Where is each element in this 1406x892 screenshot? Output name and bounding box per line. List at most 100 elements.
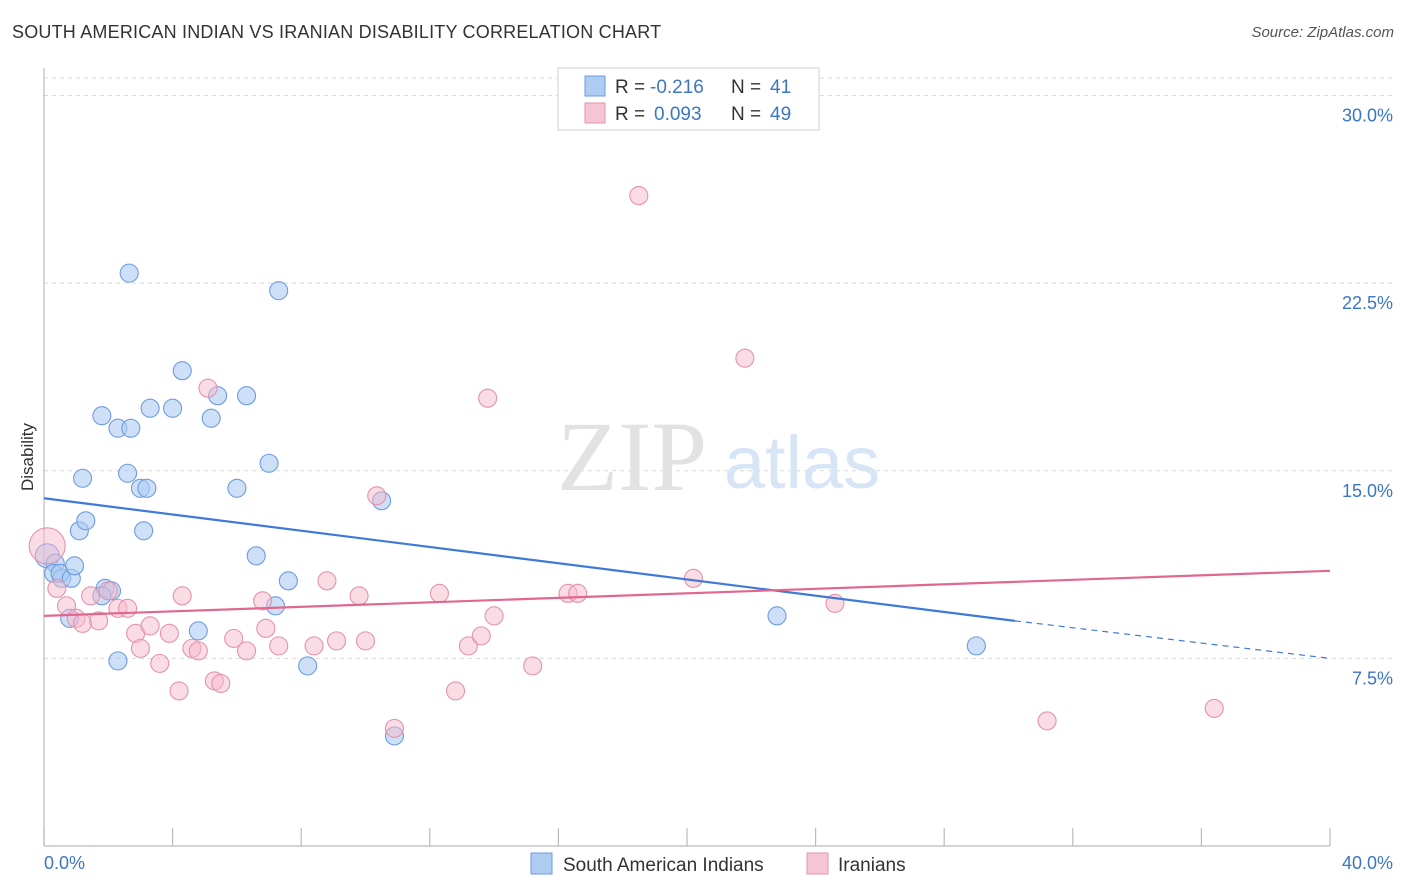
legend-r-value-1: -0.216 — [650, 77, 704, 98]
point-pink-12 — [140, 616, 160, 636]
point-pink-23 — [236, 641, 257, 661]
series-iranians-points — [28, 186, 1224, 738]
bottom-legend-swatch-pink — [806, 852, 829, 875]
y-axis-label: Disability — [18, 422, 37, 491]
point-blue-40 — [966, 636, 986, 656]
point-blue-29 — [227, 478, 247, 498]
point-pink-30 — [349, 586, 369, 606]
legend-r-value-2: 0.093 — [654, 104, 702, 125]
point-blue-20 — [137, 478, 157, 498]
legend-n-label-2: N = — [731, 104, 761, 125]
legend-n-value-2: 49 — [770, 104, 791, 125]
point-pink-1 — [47, 578, 67, 598]
point-blue-18 — [118, 463, 138, 483]
legend-r-label-2: R = — [615, 104, 645, 125]
y-tick-label-1: 15.0% — [1342, 481, 1393, 501]
point-blue-39 — [767, 606, 787, 626]
point-pink-15 — [169, 681, 189, 701]
point-pink-7 — [98, 581, 118, 601]
point-pink-0 — [28, 527, 66, 565]
point-pink-22 — [224, 628, 244, 648]
point-pink-32 — [367, 486, 387, 506]
legend-n-label-1: N = — [731, 77, 761, 98]
x-tick-label-min: 0.0% — [44, 853, 85, 873]
chart-title: SOUTH AMERICAN INDIAN VS IRANIAN DISABIL… — [12, 22, 662, 42]
point-pink-18 — [188, 641, 208, 661]
point-pink-28 — [317, 571, 337, 591]
point-pink-11 — [130, 638, 150, 658]
point-pink-44 — [683, 568, 703, 588]
point-blue-28 — [236, 386, 257, 406]
point-pink-13 — [150, 653, 170, 673]
point-pink-45 — [735, 348, 755, 368]
point-pink-16 — [172, 586, 192, 606]
bottom-legend-label-2: Iranians — [838, 855, 906, 876]
point-pink-34 — [429, 583, 449, 603]
trend-line-blue — [43, 497, 1016, 622]
point-pink-43 — [629, 186, 649, 206]
point-blue-22 — [140, 398, 160, 418]
y-tick-labels: 7.5% 15.0% 22.5% 30.0% — [1342, 106, 1393, 689]
point-pink-4 — [73, 613, 93, 633]
point-pink-35 — [445, 681, 466, 701]
watermark-atlas: atlas — [724, 421, 880, 504]
point-blue-21 — [134, 521, 154, 541]
trend-lines — [43, 497, 1331, 659]
y-tick-label-0: 7.5% — [1352, 668, 1393, 688]
point-blue-36 — [298, 656, 318, 676]
point-pink-19 — [198, 378, 218, 398]
point-pink-31 — [355, 631, 376, 651]
point-pink-39 — [478, 388, 498, 408]
series-south-american-indians-points — [34, 263, 986, 746]
x-axis-ticks — [43, 828, 1331, 846]
gridlines — [44, 77, 1393, 659]
point-blue-31 — [259, 453, 279, 473]
point-blue-33 — [278, 571, 298, 591]
point-blue-24 — [119, 263, 139, 283]
point-blue-6 — [64, 556, 85, 576]
legend-r-label-1: R = — [615, 77, 645, 98]
watermark-zip: ZIP — [557, 401, 707, 512]
chart-source: Source: ZipAtlas.com — [1251, 24, 1394, 41]
point-pink-42 — [568, 583, 588, 603]
point-blue-25 — [172, 361, 192, 381]
point-pink-26 — [269, 636, 289, 656]
point-blue-26 — [201, 408, 221, 428]
trend-line-pink — [43, 569, 1331, 617]
x-tick-label-max: 40.0% — [1342, 853, 1393, 873]
y-tick-label-2: 22.5% — [1342, 293, 1393, 313]
point-pink-40 — [523, 656, 543, 676]
point-pink-5 — [81, 586, 101, 606]
point-pink-37 — [471, 626, 491, 646]
point-blue-14 — [108, 651, 128, 671]
point-blue-30 — [246, 546, 266, 566]
point-blue-32 — [269, 281, 289, 301]
bottom-legend-label-1: South American Indians — [563, 855, 764, 876]
y-tick-label-3: 30.0% — [1342, 106, 1393, 126]
point-pink-36 — [458, 636, 478, 656]
legend-swatch-blue — [584, 75, 606, 97]
trend-line-blue-dashed — [1014, 620, 1331, 659]
point-pink-14 — [159, 623, 179, 643]
point-pink-6 — [89, 611, 109, 631]
legend-swatch-pink — [584, 102, 606, 124]
series-legend: South American Indians Iranians — [530, 852, 906, 876]
point-pink-25 — [256, 618, 276, 638]
point-blue-8 — [76, 511, 96, 531]
point-pink-24 — [253, 591, 273, 611]
legend-n-value-1: 41 — [770, 77, 791, 98]
point-blue-35 — [188, 621, 208, 641]
point-pink-48 — [1204, 698, 1224, 718]
point-pink-38 — [484, 606, 504, 626]
stats-legend: R = -0.216 N = 41 R = 0.093 N = 49 — [557, 67, 820, 131]
point-pink-29 — [327, 631, 347, 651]
point-pink-47 — [1037, 711, 1057, 731]
point-blue-15 — [92, 406, 112, 426]
point-blue-17 — [121, 418, 141, 438]
point-blue-9 — [73, 468, 93, 488]
point-pink-21 — [211, 673, 231, 693]
point-blue-23 — [163, 398, 183, 418]
bottom-legend-swatch-blue — [530, 852, 553, 875]
point-pink-9 — [118, 598, 138, 618]
